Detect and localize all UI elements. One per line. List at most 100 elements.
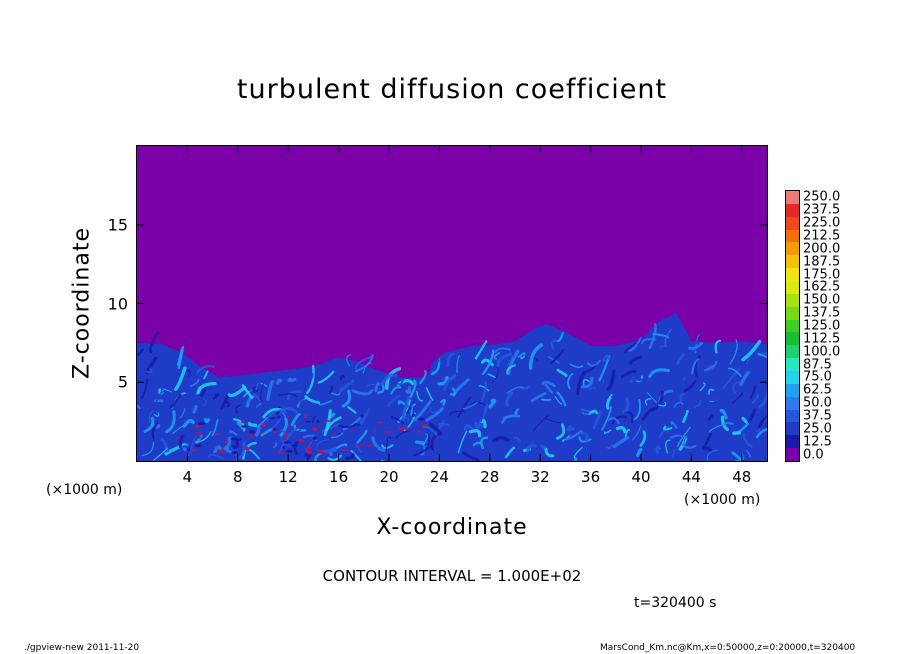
turbulence-streak <box>506 386 524 395</box>
turbulence-streak <box>564 367 583 373</box>
turbulence-streak <box>480 436 489 450</box>
turbulence-streak <box>622 397 630 414</box>
turbulence-streak <box>405 386 412 395</box>
turbulence-streak <box>587 360 601 367</box>
turbulence-streak <box>426 433 431 446</box>
x-tick-label: 48 <box>732 468 752 486</box>
turbulence-streak <box>520 413 527 418</box>
turbulence-streak <box>202 398 207 407</box>
turbulence-streak <box>355 443 362 453</box>
turbulence-streak <box>225 447 234 454</box>
chart-title: turbulent diffusion coefficient <box>236 74 668 105</box>
turbulence-streak <box>419 369 427 385</box>
turbulence-speckle <box>278 450 285 454</box>
turbulence-texture <box>137 323 767 461</box>
turbulence-streak <box>204 418 211 424</box>
turbulence-streak <box>207 453 225 460</box>
colorbar-segment <box>786 203 799 217</box>
turbulence-streak <box>755 427 767 439</box>
turbulence-streak <box>148 410 156 424</box>
turbulence-streak <box>565 429 583 441</box>
turbulence-streak <box>430 407 441 414</box>
turbulence-streak <box>354 385 367 389</box>
x-tick-label: 40 <box>631 468 651 486</box>
turbulence-streak <box>443 375 456 391</box>
turbulence-streak <box>541 380 556 388</box>
turbulence-speckle <box>325 420 334 422</box>
turbulence-streak <box>688 378 699 398</box>
turbulence-streak <box>347 406 357 414</box>
turbulence-streak <box>325 416 342 432</box>
turbulence-streak <box>303 452 309 459</box>
turbulence-streak <box>162 388 172 393</box>
turbulence-streak <box>341 389 352 408</box>
turbulence-speckle <box>350 430 354 433</box>
turbulence-streak <box>544 447 555 458</box>
turbulence-streak <box>631 398 641 421</box>
turbulence-streak <box>645 398 652 406</box>
turbulence-streak <box>526 444 537 452</box>
turbulence-streak <box>581 411 597 415</box>
colorbar-segment <box>786 267 799 281</box>
turbulence-speckle <box>249 434 253 439</box>
turbulence-speckle <box>305 446 313 450</box>
turbulence-streak <box>143 416 155 433</box>
turbulence-streak <box>741 416 748 424</box>
turbulence-streak <box>665 439 671 454</box>
turbulence-streak <box>502 414 520 419</box>
turbulence-speckle <box>285 449 293 453</box>
colorbar-segment <box>786 447 799 461</box>
turbulence-speckle <box>248 430 255 434</box>
turbulence-streak <box>646 391 658 403</box>
turbulence-streak <box>449 387 457 396</box>
turbulence-speckle <box>282 446 285 450</box>
turbulence-speckle <box>404 427 409 430</box>
turbulence-streak <box>290 413 301 426</box>
turbulence-streak <box>336 443 348 449</box>
turbulence-streak <box>487 373 496 379</box>
turbulence-speckle <box>246 434 252 436</box>
turbulence-streak <box>359 408 371 426</box>
turbulence-streak <box>346 354 352 367</box>
turbulence-streak <box>732 381 741 394</box>
turbulence-streak <box>513 436 522 443</box>
turbulence-streak <box>751 394 760 404</box>
turbulence-streak <box>550 348 565 365</box>
turbulence-streak <box>317 370 335 384</box>
turbulence-speckle <box>197 422 206 425</box>
turbulence-streak <box>440 398 446 407</box>
x-tick-label: 32 <box>530 468 550 486</box>
turbulence-streak <box>260 383 264 402</box>
turbulence-speckle <box>196 443 199 445</box>
turbulence-streak <box>506 355 516 368</box>
turbulence-streak <box>520 355 526 360</box>
turbulence-streak <box>505 391 514 407</box>
turbulence-speckle <box>342 449 350 451</box>
colorbar-label: 25.0 <box>803 421 832 437</box>
footer-left-text: ./gpview-new 2011-11-20 <box>24 643 140 653</box>
turbulence-streak <box>450 432 459 439</box>
turbulence-streak <box>463 424 474 431</box>
turbulence-streak <box>405 406 412 415</box>
turbulence-streak <box>255 402 262 408</box>
turbulence-speckle <box>283 436 287 441</box>
turbulence-streak <box>658 375 674 382</box>
turbulence-streak <box>481 358 494 367</box>
colorbar-label: 100.0 <box>803 344 841 360</box>
turbulence-streak <box>605 443 614 449</box>
turbulence-streak <box>651 390 664 412</box>
x-tick-label: 8 <box>233 468 243 486</box>
turbulence-streak <box>260 428 273 437</box>
turbulence-speckle <box>244 447 250 451</box>
colorbar-label: 50.0 <box>803 395 832 411</box>
turbulence-streak <box>350 449 362 461</box>
boundary-layer-region <box>137 312 767 461</box>
colorbar-segment <box>786 383 799 397</box>
turbulence-speckle <box>311 427 318 431</box>
turbulence-speckle <box>318 425 321 428</box>
turbulence-streak <box>478 385 490 392</box>
turbulence-streak <box>169 393 182 409</box>
turbulence-speckle <box>283 441 292 444</box>
turbulence-streak <box>280 434 293 448</box>
x-tick-label: 36 <box>581 468 601 486</box>
